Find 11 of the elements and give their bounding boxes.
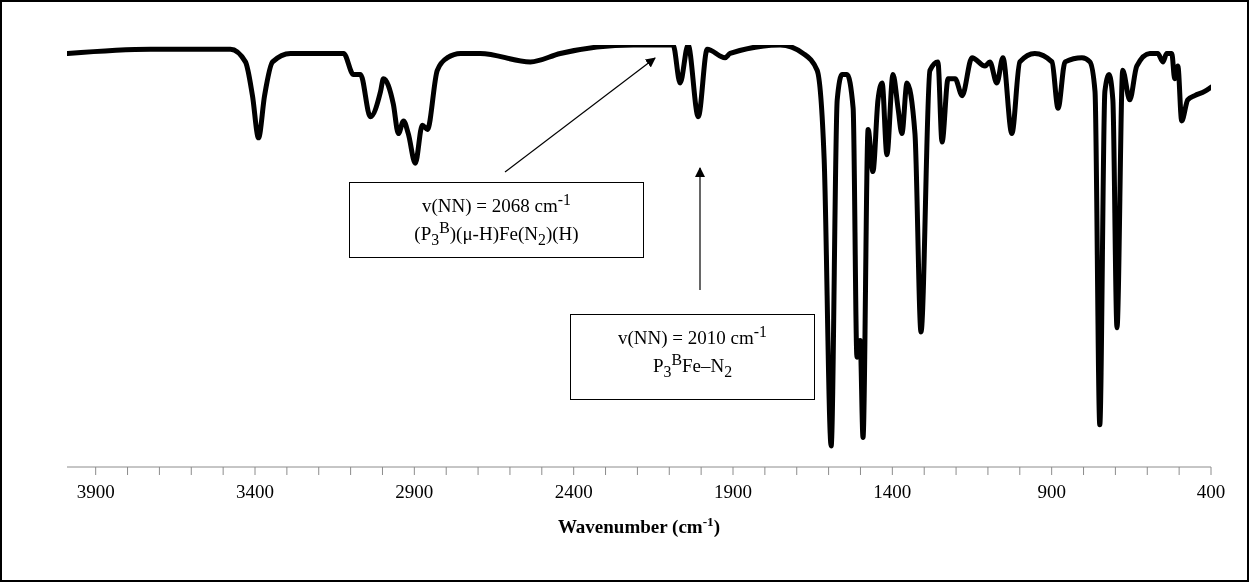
x-tick-label: 3400 xyxy=(236,481,275,503)
x-tick-label: 1900 xyxy=(714,481,753,503)
x-tick-label: 1400 xyxy=(873,481,912,503)
x-tick-label: 3900 xyxy=(76,481,115,503)
x-tick-label: 2400 xyxy=(554,481,593,503)
x-tick-label: 900 xyxy=(1037,481,1066,503)
x-axis-title: Wavenumber (cm$^{-1}$) xyxy=(557,513,721,538)
x-tick-label: 400 xyxy=(1196,481,1226,503)
text: v(NN) = 2068 cm$^{-1}$ (P$_{3}$$^{B}$)(μ-H)Fe(N$_{2}$)(H) xyxy=(414,191,579,249)
x-tick-label: 2900 xyxy=(395,481,434,503)
text: v(NN) = 2010 cm$^{-1}$ P$_{3}$$^{B}$Fe–N$_{2}$ xyxy=(618,323,767,381)
